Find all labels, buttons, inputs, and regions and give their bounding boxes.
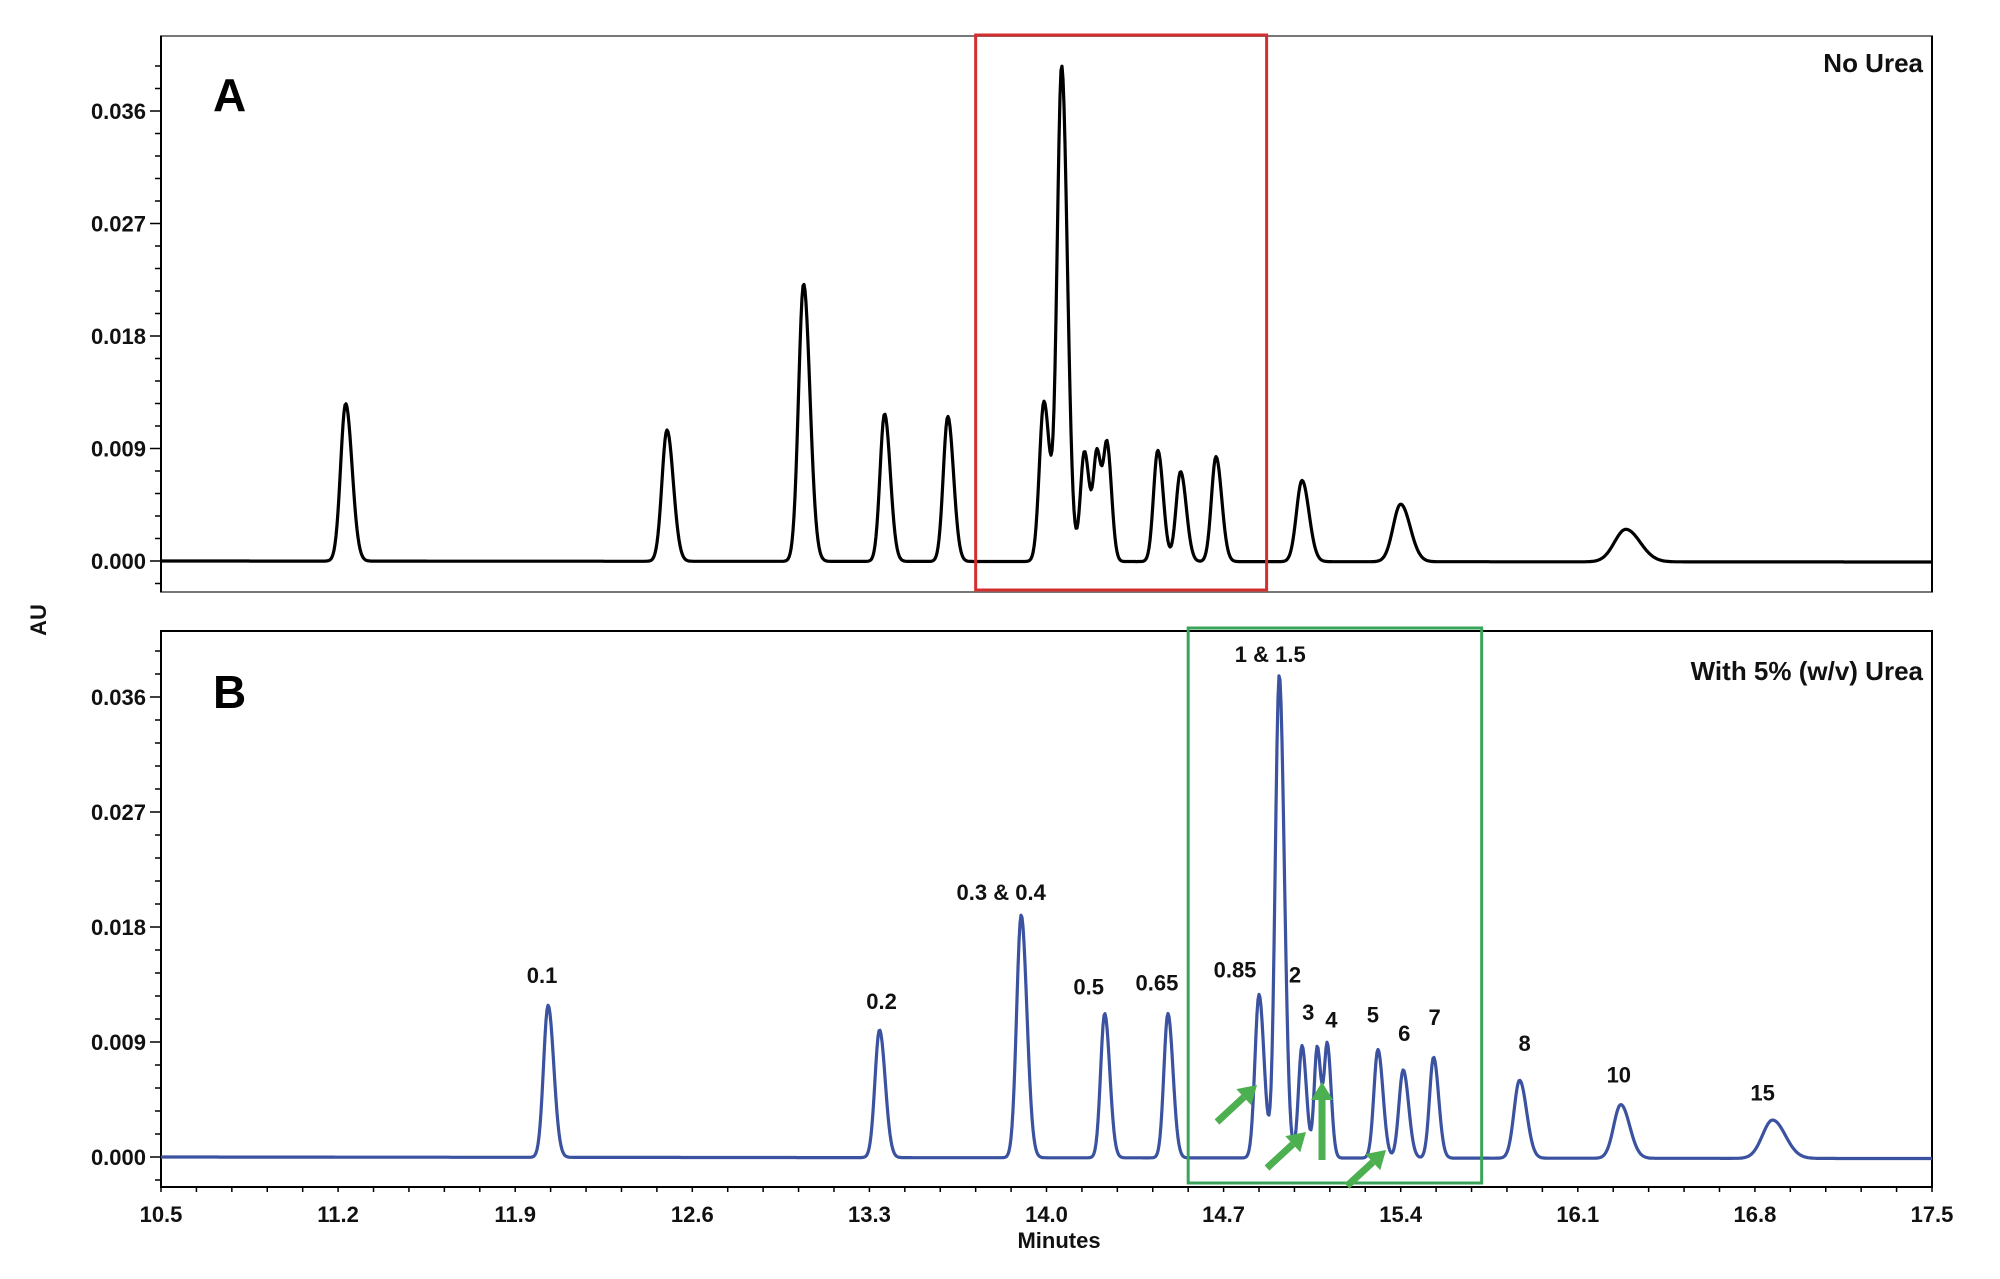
peak-label: 0.2	[866, 989, 897, 1014]
x-tick-label: 14.7	[1202, 1202, 1245, 1227]
x-tick-label: 11.2	[317, 1202, 359, 1227]
x-axis-ticks: 10.5 11.2 11.9 12.6 13.3 14.0 14.7 15.4 16.1 16.8…	[140, 1187, 1954, 1227]
panel-b-highlight-box	[1186, 626, 1484, 1185]
x-tick-label: 11.9	[494, 1202, 536, 1227]
panel-a-title: No Urea	[1823, 48, 1923, 78]
peak-label: 6	[1398, 1021, 1410, 1046]
peak-label: 4	[1325, 1008, 1338, 1033]
x-axis-title: Minutes	[1017, 1228, 1100, 1253]
y-tick-label: 0.036	[91, 685, 146, 710]
x-tick-label: 12.6	[671, 1202, 714, 1227]
peak-label: 10	[1607, 1062, 1631, 1087]
y-tick-label: 0.027	[91, 800, 146, 825]
y-axis-title: AU	[26, 604, 51, 636]
peak-label: 7	[1428, 1005, 1440, 1030]
y-tick-label: 0.000	[91, 549, 146, 574]
panel-b-frame	[160, 630, 1933, 1188]
peak-label: 0.5	[1073, 975, 1104, 1000]
panel-a-highlight-box	[974, 33, 1269, 592]
y-tick-label: 0.018	[91, 324, 146, 349]
y-tick-label: 0.000	[91, 1145, 146, 1170]
panel-a-letter: A	[213, 69, 246, 121]
x-tick-label: 15.4	[1379, 1202, 1423, 1227]
panel-b-trace	[160, 674, 1933, 1161]
arrow-head-icon	[1311, 1082, 1333, 1100]
peak-label: 8	[1518, 1031, 1530, 1056]
peak-label: 0.65	[1136, 971, 1179, 996]
arrow-shaft	[1264, 1141, 1296, 1171]
peak-label: 5	[1367, 1002, 1379, 1027]
peak-label: 2	[1289, 963, 1301, 988]
panel-a-y-ticks: 0.000 0.009 0.018 0.027 0.036	[91, 65, 161, 585]
x-tick-label: 16.1	[1556, 1202, 1599, 1227]
peak-label: 0.3 & 0.4	[957, 880, 1047, 905]
panel-b-peak-labels: 0.1 0.2 0.3 & 0.4 0.5 0.65 0.85 1 & 1.5 23 4 567 8…	[527, 642, 1775, 1106]
panel-a-no-urea: 0.000 0.009 0.018 0.027 0.036 A No Urea	[91, 33, 1933, 593]
arrow-head-icon	[1365, 1150, 1386, 1171]
arrow-head-icon	[1236, 1085, 1257, 1106]
y-tick-label: 0.027	[91, 212, 146, 237]
x-tick-label: 17.5	[1911, 1202, 1954, 1227]
panel-a-frame	[160, 35, 1933, 593]
panel-b-y-ticks: 0.000 0.009 0.018 0.027 0.036	[91, 650, 161, 1181]
y-tick-label: 0.009	[91, 1030, 146, 1055]
peak-label: 0.85	[1214, 957, 1257, 982]
panel-b-title: With 5% (w/v) Urea	[1691, 656, 1924, 686]
panel-a-trace	[160, 64, 1933, 564]
x-tick-label: 13.3	[848, 1202, 891, 1227]
peak-label: 3	[1302, 1000, 1314, 1025]
x-tick-label: 14.0	[1025, 1202, 1068, 1227]
arrow-head-icon	[1285, 1132, 1306, 1153]
x-tick-label: 16.8	[1733, 1202, 1776, 1227]
panel-b-letter: B	[213, 666, 246, 718]
panel-b-arrows	[1214, 1082, 1386, 1189]
y-tick-label: 0.036	[91, 99, 146, 124]
y-tick-label: 0.009	[91, 437, 146, 462]
x-tick-label: 10.5	[140, 1202, 183, 1227]
peak-label: 15	[1750, 1081, 1774, 1106]
peak-label: 0.1	[527, 963, 558, 988]
y-tick-label: 0.018	[91, 915, 146, 940]
arrow-shaft	[1214, 1094, 1247, 1125]
arrow-shaft	[1344, 1159, 1376, 1189]
peak-label: 1 & 1.5	[1235, 642, 1306, 667]
panel-b-with-urea: 0.000 0.009 0.018 0.027 0.036 10.5 11.2 11.9 12…	[91, 626, 1954, 1227]
